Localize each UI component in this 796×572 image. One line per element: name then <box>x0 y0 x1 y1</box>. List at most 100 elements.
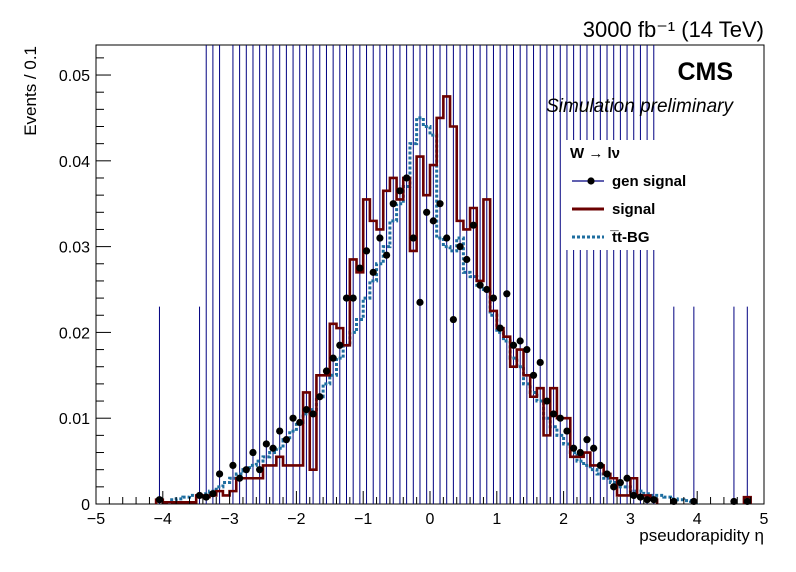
gen-signal-point <box>730 497 738 506</box>
gen-signal-point <box>496 324 504 332</box>
gen-signal-point <box>583 436 591 444</box>
x-tick-label: 3 <box>626 511 635 528</box>
gen-signal-point <box>356 264 364 272</box>
legend-title: W → lν <box>570 145 620 162</box>
gen-signal-point <box>549 410 558 418</box>
gen-signal-point <box>596 461 604 469</box>
gen-signal-point <box>469 221 478 229</box>
gen-signal-point <box>516 337 524 345</box>
gen-signal-point <box>342 294 351 302</box>
x-tick-label: 0 <box>426 511 435 528</box>
gen-signal-point <box>603 470 611 478</box>
x-tick-label: −5 <box>87 511 105 528</box>
gen-signal-point <box>403 174 411 182</box>
gen-signal-point <box>476 281 484 289</box>
gen-signal-point <box>623 474 631 482</box>
y-tick-label: 0 <box>81 497 90 514</box>
simulation-label: Simulation preliminary <box>546 96 734 117</box>
gen-signal-point <box>423 208 431 216</box>
gen-signal-point <box>316 393 324 401</box>
gen-signal-point <box>302 406 311 414</box>
gen-signal-point <box>269 444 277 452</box>
y-axis: 0 0.01 0.02 0.03 0.04 0.05 <box>59 57 111 514</box>
gen-signal-point <box>610 483 618 491</box>
gen-signal-points-layer <box>155 174 751 506</box>
gen-signal-point <box>616 478 624 487</box>
gen-signal-point <box>483 285 491 294</box>
gen-signal-point <box>429 217 437 225</box>
gen-signal-point <box>590 444 598 452</box>
gen-signal-point <box>249 448 257 457</box>
gen-signal-point <box>650 496 658 504</box>
legend-entry-signal: signal <box>572 201 655 218</box>
y-tick-label: 0.01 <box>59 411 90 428</box>
y-tick-label: 0.04 <box>59 154 90 171</box>
gen-signal-point <box>463 255 471 264</box>
gen-signal-point <box>322 367 331 375</box>
gen-signal-point <box>155 496 164 504</box>
x-tick-label: 1 <box>492 511 501 528</box>
gen-signal-point <box>563 427 571 435</box>
gen-signal-point <box>382 251 391 259</box>
x-tick-label: 2 <box>559 511 568 528</box>
gen-signal-point <box>202 493 210 501</box>
gen-signal-point <box>536 358 544 367</box>
gen-signal-point <box>523 345 531 354</box>
y-tick-label: 0.02 <box>59 325 90 342</box>
gen-signal-point <box>543 397 551 405</box>
gen-signal-point <box>416 298 424 306</box>
gen-signal-point <box>242 466 250 474</box>
x-axis: −5 −4 −3 −2 −1 0 1 2 3 4 5 <box>87 491 769 528</box>
x-tick-label: 5 <box>760 511 769 528</box>
gen-signal-point <box>262 440 270 448</box>
gen-signal-point <box>349 294 357 302</box>
x-tick-label: −1 <box>354 511 372 528</box>
gen-signal-point <box>369 268 377 276</box>
gen-signal-point <box>443 234 451 242</box>
gen-signal-point <box>195 491 204 500</box>
gen-signal-point <box>436 200 444 208</box>
gen-signal-point <box>556 414 564 422</box>
gen-signal-point <box>389 200 397 208</box>
gen-signal-point <box>743 497 751 506</box>
gen-signal-point <box>229 461 237 469</box>
gen-signal-point <box>690 497 698 506</box>
legend-label-ttbar-bg: t̅t-BG <box>609 229 649 246</box>
error-bars-layer <box>158 45 748 504</box>
legend-entry-ttbar-bg: t̅t-BG <box>572 229 650 246</box>
gen-signal-point <box>236 474 244 482</box>
legend-marker-gen-signal <box>587 177 595 185</box>
gen-signal-point <box>570 444 578 452</box>
gen-signal-point <box>336 341 344 349</box>
gen-signal-point <box>489 294 498 302</box>
gen-signal-point <box>643 496 651 504</box>
gen-signal-point <box>670 497 678 506</box>
gen-signal-point <box>296 418 304 427</box>
x-tick-label: −3 <box>220 511 238 528</box>
gen-signal-point <box>362 247 371 255</box>
gen-signal-point <box>309 410 317 418</box>
y-axis-label: Events / 0.1 <box>21 46 40 136</box>
gen-signal-point <box>576 448 584 457</box>
gen-signal-point <box>376 234 384 242</box>
x-axis-label: pseudorapidity η <box>639 526 764 545</box>
legend-entry-gen-signal: gen signal <box>572 173 686 190</box>
gen-signal-point <box>449 315 457 324</box>
legend: W → lν gen signal signal t̅t-BG <box>566 140 736 250</box>
gen-signal-point <box>409 234 417 242</box>
gen-signal-point <box>215 470 224 478</box>
gen-signal-point <box>329 354 337 362</box>
gen-signal-point <box>209 490 217 498</box>
gen-signal-point <box>529 371 538 379</box>
lumi-label: 3000 fb⁻¹ (14 TeV) <box>583 17 764 42</box>
gen-signal-point <box>509 341 518 349</box>
gen-signal-point <box>289 414 297 422</box>
gen-signal-point <box>456 243 464 251</box>
gen-signal-point <box>636 493 645 501</box>
gen-signal-point <box>503 290 511 298</box>
x-tick-label: −4 <box>154 511 172 528</box>
legend-label-signal: signal <box>612 201 655 218</box>
gen-signal-point <box>276 427 284 435</box>
y-tick-label: 0.03 <box>59 240 90 257</box>
